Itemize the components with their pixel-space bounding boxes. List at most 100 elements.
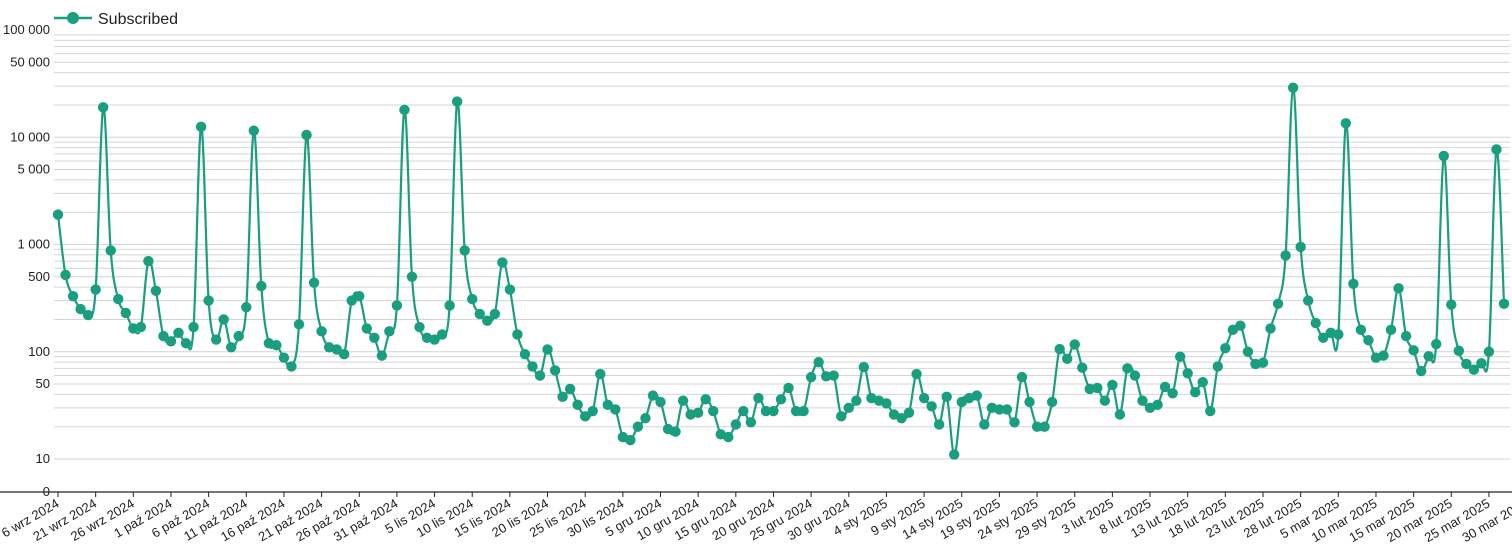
data-point (572, 399, 583, 411)
data-point (271, 340, 282, 351)
y-tick-label: 5 000 (17, 162, 50, 177)
data-point (444, 300, 455, 311)
data-point (1159, 381, 1171, 393)
data-point (1453, 345, 1465, 357)
data-point (504, 284, 516, 295)
data-point (1265, 323, 1276, 334)
data-point (1061, 353, 1073, 364)
y-tick-label: 1 000 (17, 237, 50, 252)
data-point (75, 303, 86, 315)
data-point (941, 391, 952, 403)
data-point (1167, 388, 1178, 399)
data-point (369, 332, 380, 343)
data-point (738, 405, 749, 417)
data-point (1318, 332, 1329, 343)
data-point (1310, 317, 1321, 329)
data-point (248, 125, 260, 136)
data-point (150, 285, 162, 297)
data-point (338, 348, 350, 360)
data-point (489, 308, 501, 320)
data-point (1400, 330, 1412, 342)
data-point (82, 309, 94, 321)
data-point (331, 344, 342, 355)
data-point (1069, 339, 1080, 350)
data-point (775, 394, 787, 405)
y-axis-ticks: 0 10 50 100 500 1 000 5 000 10 000 50 000 100 000 (3, 22, 50, 499)
data-point (1302, 295, 1314, 306)
data-point (1077, 362, 1088, 373)
data-point (1257, 357, 1269, 368)
y-tick-label: 100 000 (3, 22, 50, 37)
data-point (1031, 421, 1043, 432)
data-point (1280, 250, 1291, 261)
data-point (903, 407, 915, 418)
data-point (632, 421, 644, 432)
data-point (1415, 365, 1427, 377)
data-point (595, 368, 606, 380)
data-point (1220, 342, 1231, 354)
data-point (429, 334, 440, 345)
data-point (293, 319, 305, 330)
data-point (949, 449, 960, 460)
data-point (135, 321, 147, 333)
data-point (1107, 379, 1118, 391)
data-point (376, 350, 388, 361)
data-point (210, 334, 222, 345)
data-point (1393, 283, 1404, 294)
data-point (1137, 395, 1148, 406)
data-point (459, 245, 470, 256)
y-tick-label: 10 000 (10, 129, 50, 144)
data-point (723, 431, 734, 443)
data-point (120, 307, 131, 319)
data-point (1190, 386, 1201, 398)
data-point (783, 382, 794, 394)
data-point (790, 405, 802, 417)
legend-label: Subscribed (98, 11, 178, 28)
data-point (745, 417, 757, 428)
data-point (1468, 364, 1480, 375)
data-point (354, 290, 365, 302)
data-point (647, 390, 659, 401)
data-point (1039, 421, 1050, 432)
data-point (1287, 82, 1299, 93)
data-point (165, 336, 177, 347)
data-point (926, 401, 937, 412)
data-point (316, 326, 327, 337)
data-point (1378, 350, 1389, 361)
data-point (933, 419, 945, 430)
data-point (1355, 324, 1367, 336)
data-point (278, 352, 290, 363)
legend-marker-icon (67, 12, 79, 24)
data-point (1498, 298, 1510, 309)
data-point (467, 293, 478, 305)
data-point (143, 255, 154, 267)
data-point (1438, 150, 1449, 162)
data-point (90, 284, 101, 295)
data-point (692, 407, 704, 418)
data-point (436, 329, 448, 340)
data-point (1016, 371, 1028, 383)
data-point (1122, 363, 1133, 374)
data-point (851, 395, 862, 406)
data-point (994, 404, 1005, 415)
data-point (1483, 346, 1495, 357)
data-point (226, 342, 237, 353)
data-point (670, 426, 681, 437)
data-point (1431, 338, 1442, 350)
data-point (564, 383, 576, 395)
data-point (828, 370, 839, 381)
data-point (399, 104, 410, 116)
data-point (730, 419, 742, 430)
data-point (173, 327, 184, 339)
data-point (805, 371, 817, 383)
data-point (881, 398, 892, 409)
data-point (534, 370, 546, 381)
data-point (1099, 395, 1111, 406)
data-point (1092, 382, 1103, 394)
data-point (655, 396, 666, 408)
data-point (1114, 409, 1126, 420)
data-point (497, 257, 508, 268)
data-point (918, 392, 930, 404)
